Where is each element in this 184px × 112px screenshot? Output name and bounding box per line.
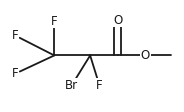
Text: F: F xyxy=(96,79,103,92)
Text: F: F xyxy=(11,67,18,80)
Text: Br: Br xyxy=(65,79,78,92)
Text: O: O xyxy=(113,14,122,27)
Text: F: F xyxy=(11,29,18,42)
Text: O: O xyxy=(141,49,150,62)
Text: F: F xyxy=(51,15,58,28)
